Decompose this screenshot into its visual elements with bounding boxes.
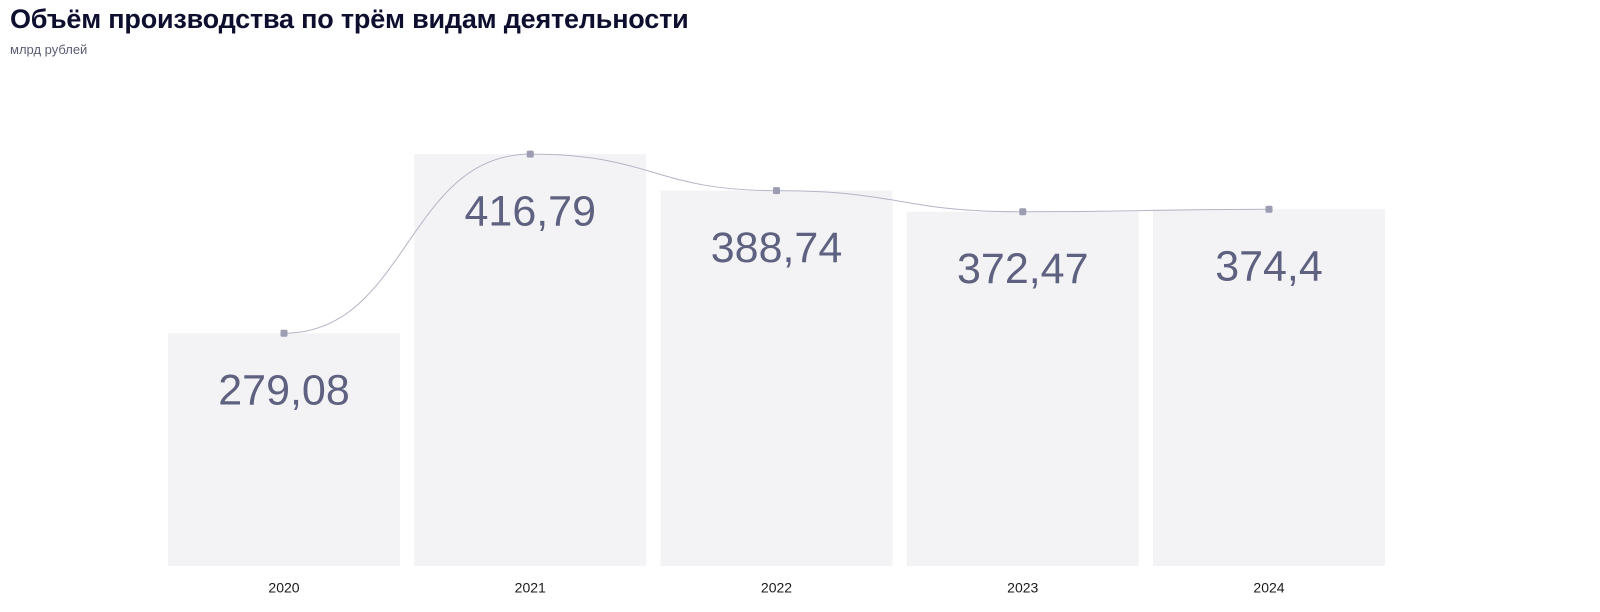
trend-line (283, 153, 1270, 334)
x-tick-label: 2024 (1253, 580, 1284, 596)
chart-subtitle: млрд рублей (10, 42, 88, 57)
value-label: 279,08 (218, 367, 350, 415)
line-marker-2024 (1265, 205, 1273, 213)
value-label: 388,74 (711, 224, 843, 272)
bar-2021 (414, 154, 647, 566)
bar-2024 (1153, 209, 1385, 566)
line-marker-2022 (773, 187, 780, 195)
line-marker-2021 (526, 150, 534, 158)
bar-2022 (660, 190, 893, 566)
value-label: 372,47 (957, 245, 1089, 293)
chart-title: Объём производства по трём видам деятель… (10, 4, 689, 34)
x-tick-label: 2020 (268, 580, 299, 596)
x-tick-label: 2022 (761, 580, 792, 596)
value-label: 416,79 (464, 188, 596, 236)
x-tick-label: 2023 (1007, 580, 1038, 596)
line-marker-2023 (1019, 208, 1027, 216)
value-label: 374,4 (1215, 243, 1323, 291)
line-marker-2020 (280, 329, 288, 337)
x-tick-label: 2021 (515, 580, 546, 596)
bar-2023 (906, 211, 1139, 566)
bar-2020 (168, 333, 400, 566)
